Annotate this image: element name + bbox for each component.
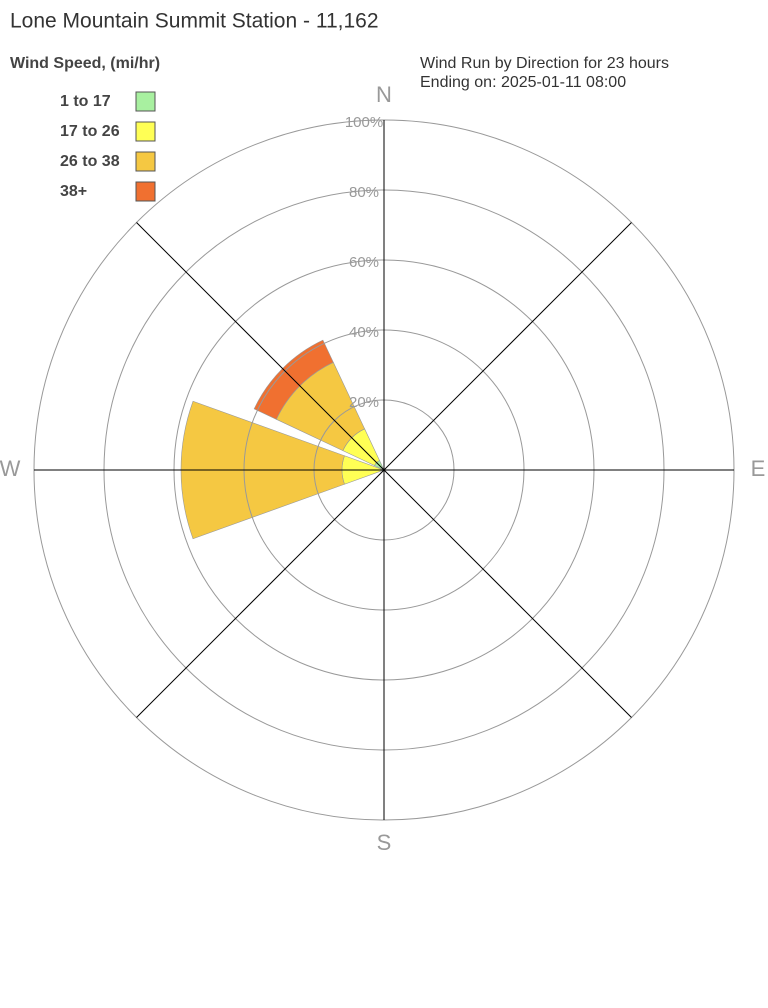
spoke: [383, 222, 632, 471]
chart-title: Lone Mountain Summit Station - 11,162: [10, 10, 379, 33]
r-tick-label: 100%: [345, 114, 383, 131]
r-tick-label: 40%: [349, 324, 379, 341]
spoke: [383, 469, 632, 718]
legend-swatch: [135, 121, 156, 142]
legend-label: 26 to 38: [60, 153, 120, 170]
legend-label: 17 to 26: [60, 123, 120, 140]
spoke: [136, 222, 385, 471]
direction-label: N: [376, 82, 392, 107]
subtitle: Ending on: 2025-01-11 08:00: [420, 74, 626, 91]
r-tick-label: 80%: [349, 184, 379, 201]
legend-title: Wind Speed, (mi/hr): [10, 55, 160, 72]
legend-swatch: [135, 151, 156, 172]
legend-label: 1 to 17: [60, 93, 111, 110]
spoke: [136, 469, 385, 718]
r-tick-label: 60%: [349, 254, 379, 271]
direction-label: S: [377, 830, 392, 855]
legend-swatch: [135, 181, 156, 202]
legend-swatch: [135, 91, 156, 112]
legend-label: 38+: [60, 183, 87, 200]
r-tick-label: 20%: [349, 394, 379, 411]
direction-label: E: [751, 456, 766, 481]
direction-label: W: [0, 456, 21, 481]
subtitle: Wind Run by Direction for 23 hours: [420, 55, 669, 72]
